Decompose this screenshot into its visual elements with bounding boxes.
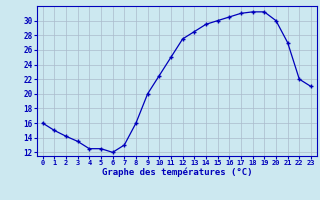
X-axis label: Graphe des températures (°C): Graphe des températures (°C)	[101, 168, 252, 177]
